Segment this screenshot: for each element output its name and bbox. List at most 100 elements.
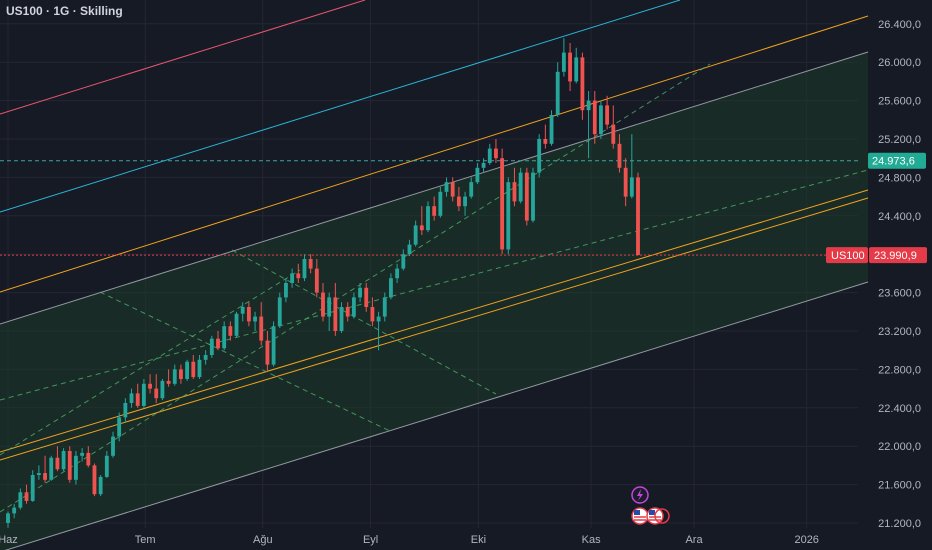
time-tick-label: Kas bbox=[582, 534, 601, 546]
candle-body bbox=[407, 244, 412, 255]
price-tick-label: 22.000,0 bbox=[878, 441, 921, 453]
symbol-label: US100 bbox=[831, 250, 865, 262]
candle-body bbox=[49, 457, 54, 480]
candle-body bbox=[290, 273, 295, 283]
lightning-icon[interactable] bbox=[631, 486, 649, 504]
candle-body bbox=[561, 52, 566, 72]
candle-body bbox=[203, 355, 208, 360]
candle-body bbox=[141, 383, 146, 406]
candle-body bbox=[524, 172, 529, 221]
candle-body bbox=[135, 393, 140, 406]
cyan-trend-line[interactable] bbox=[0, 0, 681, 213]
candle-body bbox=[191, 361, 196, 378]
candle-body bbox=[605, 105, 610, 125]
candle-body bbox=[611, 124, 616, 144]
candle-body bbox=[240, 307, 245, 314]
dashed-diagonal-line[interactable] bbox=[0, 269, 301, 456]
candle-body bbox=[43, 473, 47, 480]
candle-body bbox=[24, 492, 29, 501]
candle-body bbox=[234, 313, 239, 336]
candle-body bbox=[432, 206, 437, 216]
candle-body bbox=[574, 57, 579, 82]
candle-body bbox=[216, 338, 220, 349]
candle-body bbox=[18, 492, 23, 508]
price-tick-label: 25.200,0 bbox=[878, 134, 921, 146]
candle-body bbox=[419, 225, 424, 231]
candle-body bbox=[413, 225, 418, 245]
time-axis[interactable]: Haz Tem Ağu Eyl Eki Kas Ara 2026 bbox=[0, 534, 819, 546]
candle-body bbox=[92, 465, 97, 495]
candle-body bbox=[154, 388, 159, 399]
time-tick-label: Eyl bbox=[363, 534, 378, 546]
orange-trend-line[interactable] bbox=[0, 197, 869, 461]
dashed-trend-line[interactable] bbox=[0, 63, 711, 513]
candle-body bbox=[623, 167, 628, 197]
price-tick-label: 21.600,0 bbox=[878, 480, 921, 492]
candle-body bbox=[148, 383, 152, 389]
candle-body bbox=[543, 139, 548, 144]
candle-body bbox=[599, 105, 603, 135]
candle-body bbox=[351, 297, 356, 317]
candle-body bbox=[129, 393, 134, 403]
last-price-tag: US100 23.990,9 bbox=[826, 247, 927, 264]
candle-body bbox=[321, 292, 325, 317]
candle-body bbox=[80, 452, 85, 456]
price-axis[interactable]: 21.200,0 21.600,0 22.000,0 22.400,0 22.800,0… bbox=[878, 0, 921, 530]
candle-body bbox=[296, 273, 301, 279]
pink-trend-line[interactable] bbox=[0, 0, 366, 115]
candle-body bbox=[370, 307, 375, 322]
candle-body bbox=[358, 287, 362, 298]
candle-body bbox=[314, 268, 319, 293]
channel-lower-line[interactable] bbox=[0, 281, 869, 550]
candle-body bbox=[586, 100, 591, 111]
chart-title: US100 · 1G · Skilling bbox=[6, 4, 123, 18]
time-tick-label: Haz bbox=[0, 534, 18, 546]
reference-level-label: 24.973,6 bbox=[872, 156, 915, 168]
candle-body bbox=[537, 139, 542, 173]
price-tick-label: 24.800,0 bbox=[878, 172, 921, 184]
candle-body bbox=[382, 297, 387, 317]
price-tick-label: 26.000,0 bbox=[878, 57, 921, 69]
candle-body bbox=[284, 283, 288, 298]
candle-body bbox=[333, 297, 338, 331]
candle-body bbox=[166, 380, 171, 384]
channel-upper-line[interactable] bbox=[0, 51, 869, 325]
price-tick-label: 26.400,0 bbox=[878, 19, 921, 31]
candle-body bbox=[500, 158, 505, 250]
candle-body bbox=[67, 451, 72, 480]
candle-body bbox=[568, 52, 572, 82]
candle-body bbox=[172, 369, 177, 384]
orange-trend-line[interactable] bbox=[0, 189, 869, 453]
time-tick-label: Ağu bbox=[253, 534, 273, 546]
candle-body bbox=[636, 177, 640, 256]
trend-drawings[interactable] bbox=[0, 0, 869, 550]
price-tick-label: 25.600,0 bbox=[878, 96, 921, 108]
orange-trend-line-upper[interactable] bbox=[0, 15, 869, 293]
candle-body bbox=[339, 307, 344, 331]
us-flag-icon[interactable] bbox=[631, 507, 649, 525]
candle-body bbox=[55, 457, 60, 470]
candle-body bbox=[111, 436, 115, 456]
price-tick-label: 21.200,0 bbox=[878, 518, 921, 530]
candle-body bbox=[456, 196, 461, 207]
time-tick-label: 2026 bbox=[794, 534, 818, 546]
price-tick-label: 23.200,0 bbox=[878, 326, 921, 338]
event-markers[interactable] bbox=[631, 486, 670, 525]
candle-body bbox=[469, 182, 474, 197]
candle-body bbox=[506, 182, 511, 250]
candle-body bbox=[531, 172, 535, 221]
candle-body bbox=[179, 369, 183, 379]
price-tick-label: 22.800,0 bbox=[878, 364, 921, 376]
dashed-trend-line[interactable] bbox=[0, 169, 869, 401]
candle-body bbox=[426, 206, 430, 231]
candle-body bbox=[74, 455, 78, 480]
candle-body bbox=[117, 417, 122, 437]
reference-level-tag: 24.973,6 bbox=[868, 152, 926, 169]
candle-body bbox=[308, 259, 313, 269]
time-tick-label: Tem bbox=[135, 534, 156, 546]
candle-body bbox=[228, 326, 233, 336]
candle-body bbox=[438, 191, 443, 216]
candle-body bbox=[277, 297, 282, 327]
candle-body bbox=[487, 148, 492, 163]
